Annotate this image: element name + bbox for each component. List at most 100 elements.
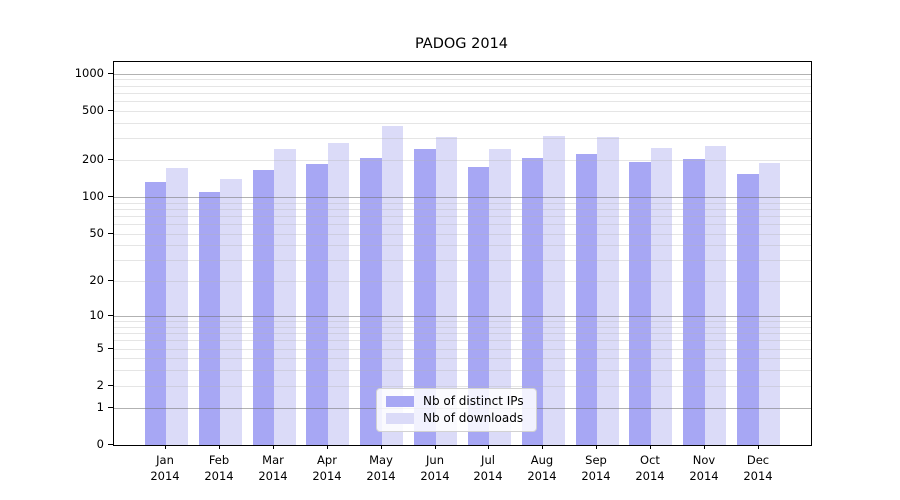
bar-distinct-ips-dec <box>737 174 759 445</box>
gridline-9 <box>114 321 811 322</box>
x-tick-2 <box>219 445 220 449</box>
x-tick-8 <box>542 445 543 449</box>
x-tick-1 <box>165 445 166 449</box>
legend: Nb of distinct IPs Nb of downloads <box>376 388 537 432</box>
y-tick-label-2: 2 <box>96 378 104 392</box>
y-tick-label-1000: 1000 <box>74 66 104 80</box>
y-tick-label-20: 20 <box>89 273 104 287</box>
y-tick-label-10: 10 <box>89 308 104 322</box>
x-tick-11 <box>704 445 705 449</box>
bar-distinct-ips-jul <box>467 167 490 445</box>
gridline-500 <box>114 111 811 112</box>
gridline-400 <box>114 123 811 124</box>
y-tick-5 <box>108 348 113 349</box>
y-tick-label-500: 500 <box>82 103 104 117</box>
gridline-100 <box>114 197 811 198</box>
bar-distinct-ips-mar <box>252 170 274 445</box>
gridline-20 <box>114 281 811 282</box>
gridline-800 <box>114 86 811 87</box>
gridline-90 <box>114 203 811 204</box>
x-tick-6 <box>435 445 436 449</box>
bar-distinct-ips-oct <box>629 162 651 445</box>
plot-area: Nb of distinct IPs Nb of downloads <box>113 61 812 446</box>
y-tick-label-1: 1 <box>96 400 104 414</box>
bar-distinct-ips-may <box>360 158 382 445</box>
y-tick-label-5: 5 <box>96 341 104 355</box>
chart-title: PADOG 2014 <box>414 36 509 52</box>
x-tick-10 <box>650 445 651 449</box>
bar-downloads-nov <box>704 145 727 445</box>
x-tick-label-may: May 2014 <box>366 453 396 483</box>
gridline-1000 <box>114 74 811 75</box>
gridline-2 <box>114 386 811 387</box>
y-tick-1000 <box>108 73 113 74</box>
bar-distinct-ips-jan <box>144 181 167 445</box>
legend-swatch-downloads <box>386 412 414 424</box>
y-tick-label-100: 100 <box>82 189 104 203</box>
gridline-6 <box>114 340 811 341</box>
x-tick-label-jun: Jun 2014 <box>420 453 450 483</box>
x-tick-7 <box>488 445 489 449</box>
bar-downloads-sep <box>597 136 619 445</box>
x-tick-label-mar: Mar 2014 <box>258 453 288 483</box>
y-tick-label-50: 50 <box>89 226 104 240</box>
gridline-50 <box>114 234 811 235</box>
y-tick-500 <box>108 110 113 111</box>
y-tick-0 <box>108 444 113 445</box>
bar-downloads-jul <box>489 148 511 445</box>
gridline-900 <box>114 79 811 80</box>
y-tick-20 <box>108 280 113 281</box>
x-tick-12 <box>758 445 759 449</box>
y-tick-10 <box>108 315 113 316</box>
y-tick-50 <box>108 233 113 234</box>
x-tick-label-jan: Jan 2014 <box>150 453 180 483</box>
gridline-4 <box>114 358 811 359</box>
legend-row-downloads: Nb of downloads <box>386 411 524 425</box>
bar-downloads-oct <box>650 148 673 445</box>
gridline-8 <box>114 327 811 328</box>
gridline-600 <box>114 101 811 102</box>
x-tick-label-apr: Apr 2014 <box>312 453 342 483</box>
gridline-10 <box>114 316 811 317</box>
y-tick-100 <box>108 196 113 197</box>
gridline-700 <box>114 93 811 94</box>
bar-downloads-jun <box>435 136 458 445</box>
bar-distinct-ips-aug <box>521 157 544 445</box>
gridline-30 <box>114 260 811 261</box>
bar-distinct-ips-sep <box>575 154 598 445</box>
bar-downloads-feb <box>220 179 242 445</box>
y-tick-1 <box>108 407 113 408</box>
bar-downloads-dec <box>758 162 781 445</box>
x-tick-label-nov: Nov 2014 <box>689 453 719 483</box>
gridline-60 <box>114 224 811 225</box>
grid-layer <box>114 62 811 445</box>
x-tick-label-dec: Dec 2014 <box>743 453 773 483</box>
x-tick-5 <box>381 445 382 449</box>
gridline-7 <box>114 333 811 334</box>
bar-distinct-ips-nov <box>683 159 705 445</box>
bar-downloads-jan <box>166 167 188 445</box>
y-tick-2 <box>108 385 113 386</box>
bar-distinct-ips-apr <box>306 163 328 445</box>
bar-downloads-mar <box>274 149 296 445</box>
gridline-40 <box>114 245 811 246</box>
x-tick-label-jul: Jul 2014 <box>473 453 503 483</box>
bars-layer <box>114 62 811 445</box>
legend-swatch-distinct-ips <box>386 395 414 407</box>
bar-distinct-ips-feb <box>198 191 221 445</box>
bar-downloads-aug <box>543 135 565 445</box>
gridline-300 <box>114 138 811 139</box>
bar-downloads-may <box>381 126 404 445</box>
legend-label-distinct-ips: Nb of distinct IPs <box>423 394 524 408</box>
x-tick-9 <box>596 445 597 449</box>
x-tick-label-feb: Feb 2014 <box>204 453 234 483</box>
x-tick-label-sep: Sep 2014 <box>581 453 611 483</box>
gridline-200 <box>114 160 811 161</box>
gridline-80 <box>114 209 811 210</box>
gridline-70 <box>114 216 811 217</box>
y-tick-label-200: 200 <box>82 152 104 166</box>
y-tick-label-0: 0 <box>96 437 104 451</box>
y-tick-200 <box>108 159 113 160</box>
legend-label-downloads: Nb of downloads <box>423 411 524 425</box>
x-tick-3 <box>273 445 274 449</box>
